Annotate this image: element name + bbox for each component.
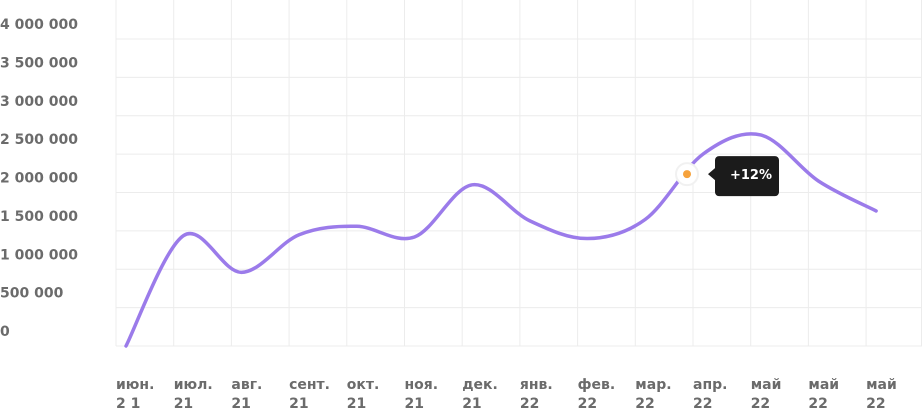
x-tick-label: окт.: [347, 377, 380, 393]
x-tick-year: 21: [405, 396, 424, 410]
y-tick-label: 0: [0, 324, 10, 340]
x-tick-year: 22: [808, 396, 827, 410]
x-tick-label: ноя.: [405, 377, 439, 393]
tooltip-text: +12%: [730, 168, 772, 183]
y-tick-label: 1 000 000: [0, 247, 78, 263]
y-tick-label: 3 000 000: [0, 94, 78, 110]
x-tick-year: 21: [231, 396, 250, 410]
x-tick-label: янв.: [520, 377, 553, 393]
x-tick-label: фев.: [578, 377, 616, 393]
x-tick-year: 22: [520, 396, 539, 410]
point: [683, 170, 691, 179]
y-tick-label: 2 000 000: [0, 171, 78, 187]
x-tick-year: 21: [347, 396, 366, 410]
tooltip: [708, 156, 779, 197]
x-tick-label: май: [751, 377, 782, 393]
x-tick-label: авг.: [231, 377, 262, 393]
x-tick-year: 21: [462, 396, 481, 410]
x-tick-year: 22: [578, 396, 597, 410]
x-tick-year: 21: [289, 396, 308, 410]
x-tick-year: 22: [635, 396, 654, 410]
y-tick-label: 4 000 000: [0, 17, 78, 33]
x-tick-label: май: [808, 377, 839, 393]
x-tick-year: 21: [174, 396, 193, 410]
x-tick-label: май: [866, 377, 897, 393]
y-tick-label: 1 500 000: [0, 209, 78, 225]
x-tick-label: апр.: [693, 377, 727, 393]
y-tick-label: 2 500 000: [0, 132, 78, 148]
x-tick-year: 22: [866, 396, 885, 410]
x-tick-label: сент.: [289, 377, 330, 393]
y-tick-label: 3 500 000: [0, 55, 78, 71]
y-tick-label: 500 000: [0, 286, 64, 302]
line: [124, 132, 878, 348]
x-tick-label: июл.: [174, 377, 213, 393]
x-tick-label: дек.: [462, 377, 498, 393]
x-tick-year: 2 1: [116, 396, 140, 410]
x-tick-label: мар.: [635, 377, 671, 393]
x-tick-year: 22: [693, 396, 712, 410]
x-tick-year: 22: [751, 396, 770, 410]
x-tick-label: июн.: [116, 377, 154, 393]
